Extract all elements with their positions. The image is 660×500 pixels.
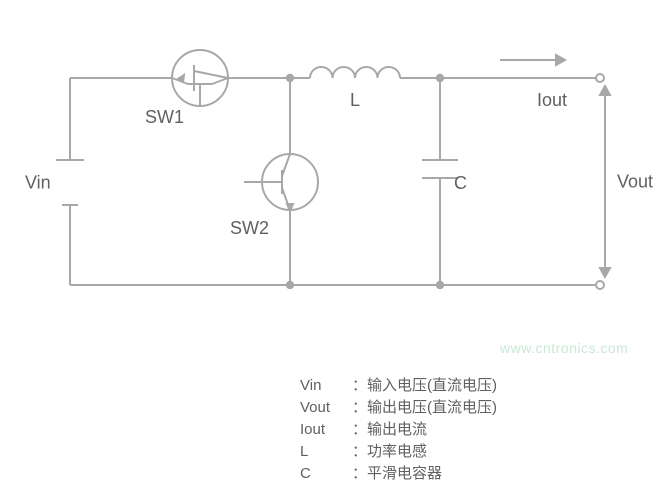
legend-symbol: Vout (300, 397, 352, 419)
legend-symbol: L (300, 441, 352, 463)
legend-symbol: Iout (300, 419, 352, 441)
legend-symbol: C (300, 463, 352, 485)
watermark: www.cntronics.com (500, 340, 628, 356)
legend-row: Vout：输出电压(直流电压) (300, 397, 497, 419)
component-layer (56, 50, 610, 277)
svg-text:SW1: SW1 (145, 107, 184, 127)
legend-desc: ：输出电压(直流电压) (352, 397, 497, 419)
svg-text:Vout: Vout (617, 172, 653, 192)
svg-text:L: L (350, 90, 360, 110)
legend-desc: ：平滑电容器 (352, 463, 442, 485)
svg-text:Vin: Vin (25, 173, 51, 193)
legend: Vin：输入电压(直流电压)Vout：输出电压(直流电压)Iout：输出电流L：… (300, 375, 497, 485)
legend-symbol: Vin (300, 375, 352, 397)
legend-desc: ：输入电压(直流电压) (352, 375, 497, 397)
legend-desc: ：功率电感 (352, 441, 427, 463)
legend-row: Vin：输入电压(直流电压) (300, 375, 497, 397)
legend-row: Iout：输出电流 (300, 419, 497, 441)
label-layer: SW1 SW2 Vin L C Iout Vout (25, 90, 653, 238)
svg-text:Iout: Iout (537, 90, 567, 110)
legend-desc: ：输出电流 (352, 419, 427, 441)
svg-text:SW2: SW2 (230, 218, 269, 238)
legend-row: C：平滑电容器 (300, 463, 497, 485)
legend-row: L：功率电感 (300, 441, 497, 463)
svg-text:C: C (454, 173, 467, 193)
